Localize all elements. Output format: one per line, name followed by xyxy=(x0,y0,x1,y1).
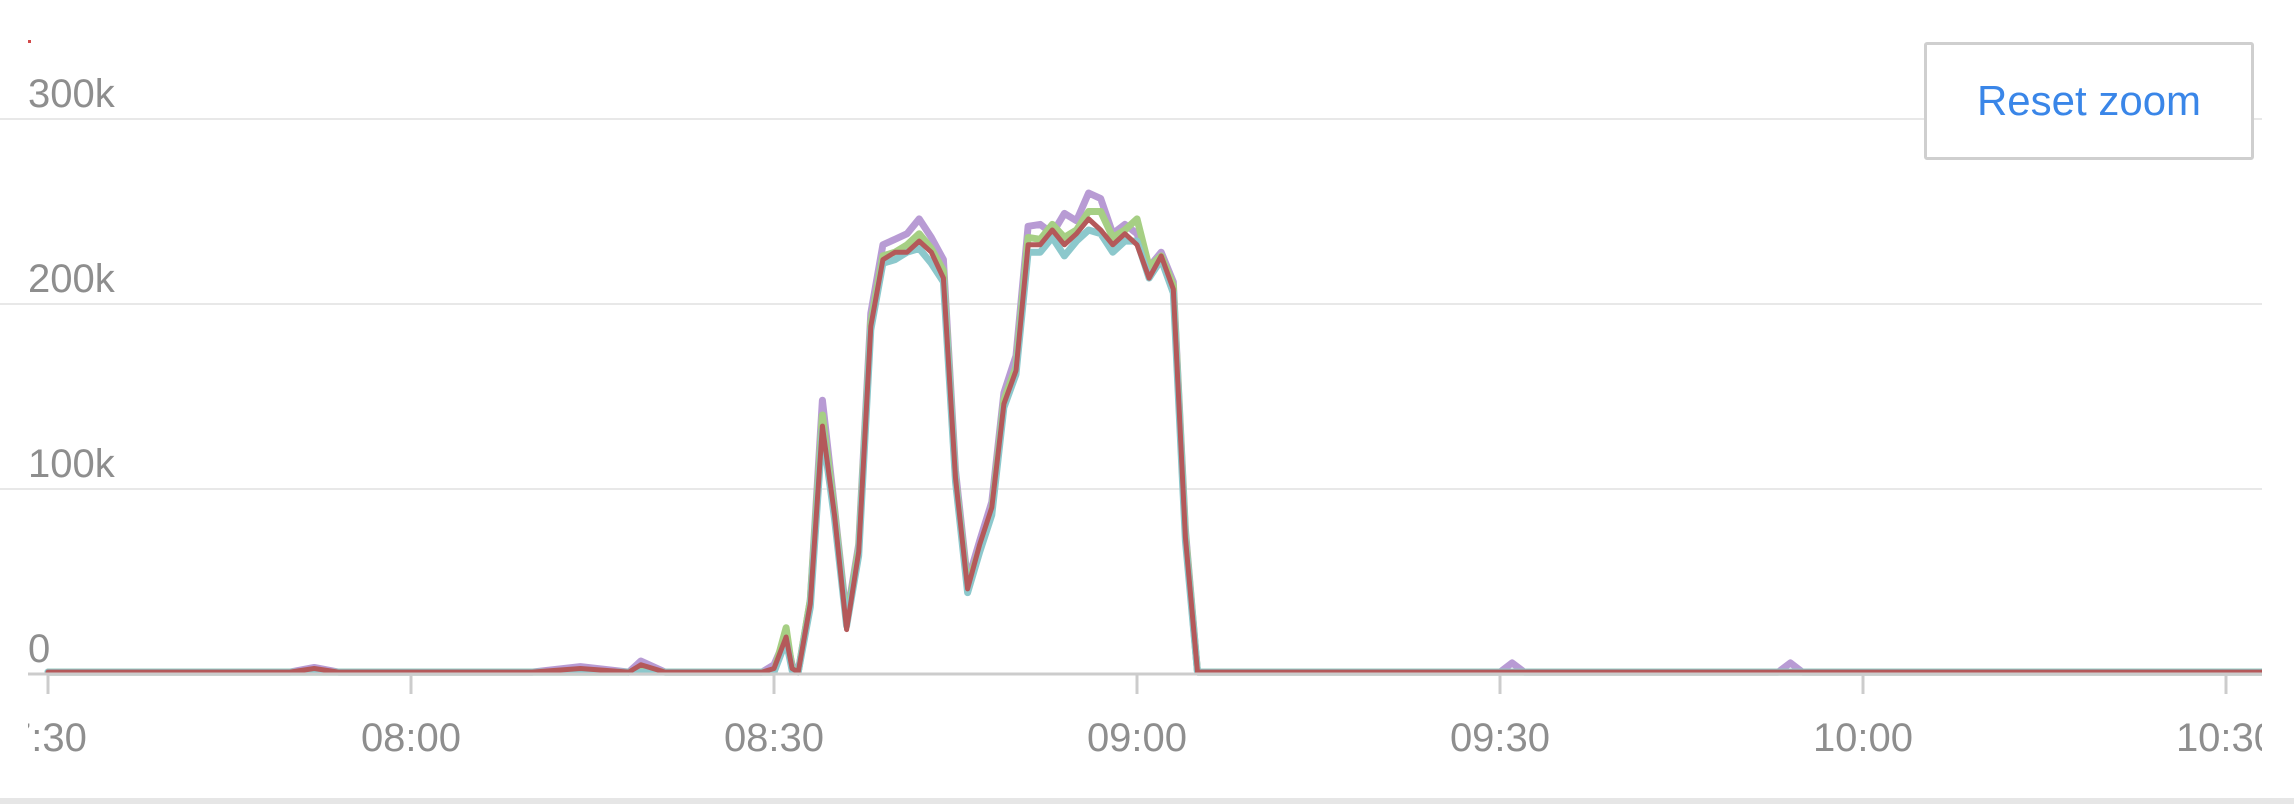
y-axis: 0 100k 200k 300k xyxy=(28,72,116,671)
x-tick-label: 08:30 xyxy=(724,716,824,760)
y-tick-label: 300k xyxy=(28,72,116,116)
series-line-series-red xyxy=(45,216,2262,675)
x-tick-label: 10:00 xyxy=(1813,716,1913,760)
x-axis: 7:30 08:00 08:30 09:00 09:30 10:00 10:30 xyxy=(9,672,2276,760)
series-line-series-teal xyxy=(44,226,2262,676)
y-tick-label: 0 xyxy=(28,627,50,671)
x-tick-label: 10:30 xyxy=(2176,716,2276,760)
reset-zoom-button[interactable]: Reset zoom xyxy=(1924,42,2254,160)
series-layer xyxy=(44,189,2262,676)
bottom-divider xyxy=(0,798,2294,804)
x-tick-label: 09:30 xyxy=(1450,716,1550,760)
x-tick-label: 08:00 xyxy=(361,716,461,760)
y-tick-label: 100k xyxy=(28,442,116,486)
x-tick-label: 7:30 xyxy=(9,716,87,760)
x-tick-label: 09:00 xyxy=(1087,716,1187,760)
grid-layer xyxy=(0,118,2262,490)
series-line-series-green xyxy=(44,208,2262,676)
color-marker xyxy=(28,40,31,43)
y-tick-label: 200k xyxy=(28,257,116,301)
